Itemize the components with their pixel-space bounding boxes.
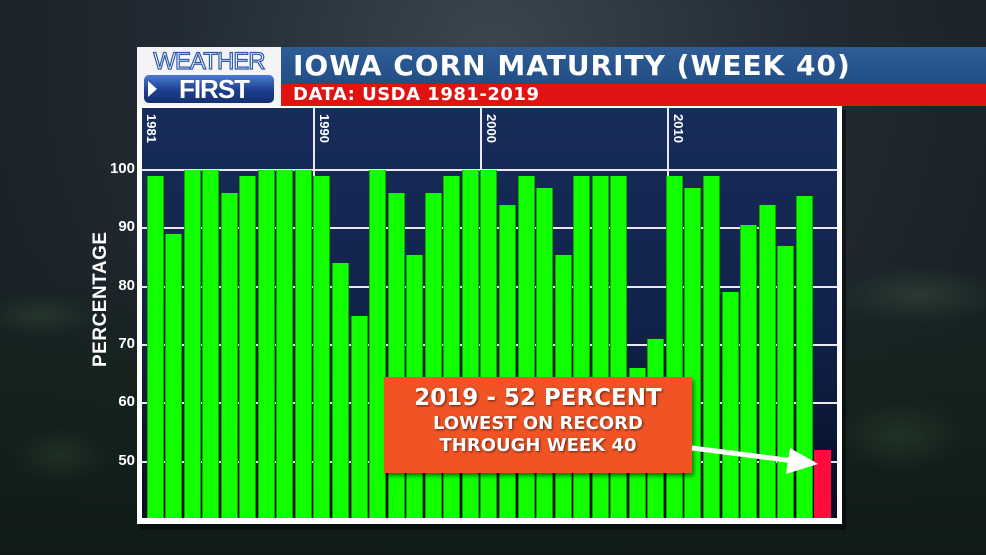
data-bar [183, 170, 201, 518]
callout-line-3: THROUGH WEEK 40 [439, 435, 637, 456]
chart-title: IOWA CORN MATURITY (WEEK 40) [293, 49, 851, 82]
logo-pill: FIRST [144, 73, 274, 104]
data-bar [758, 204, 776, 518]
data-bar [294, 170, 312, 518]
data-bar [202, 170, 220, 518]
weather-first-logo: WEATHER FIRST [137, 47, 281, 106]
data-bar [313, 175, 331, 518]
y-tick-100: 100 [109, 160, 135, 177]
data-bar [257, 170, 275, 518]
data-bar [165, 234, 183, 518]
data-bar [795, 196, 813, 518]
data-bar [332, 263, 349, 518]
annotation-callout: 2019 - 52 PERCENT LOWEST ON RECORD THROU… [384, 377, 692, 473]
logo-weather-text: WEATHER [153, 47, 266, 75]
data-bar [350, 315, 368, 518]
y-tick-80: 80 [118, 276, 135, 294]
chart-subtitle: DATA: USDA 1981-2019 [293, 84, 540, 105]
decade-label-2000: 2000 [484, 114, 499, 143]
data-bar [239, 175, 257, 518]
decade-label-1990: 1990 [317, 114, 332, 143]
y-tick-70: 70 [118, 334, 135, 352]
decade-label-1981: 1981 [144, 114, 159, 143]
decade-label-2010: 2010 [671, 114, 686, 143]
title-bar: IOWA CORN MATURITY (WEEK 40) [281, 47, 986, 84]
callout-headline: 2019 - 52 PERCENT [414, 385, 662, 411]
data-bar [146, 175, 164, 518]
subtitle-bar: DATA: USDA 1981-2019 [281, 84, 986, 106]
highlight-bar-2019 [814, 449, 832, 518]
callout-line-2: LOWEST ON RECORD [433, 413, 643, 434]
data-bar [740, 225, 758, 518]
data-bar [220, 193, 238, 518]
data-bar [276, 170, 294, 518]
data-bar [369, 170, 387, 518]
y-tick-90: 90 [118, 218, 135, 236]
data-bar [721, 292, 739, 518]
y-tick-50: 50 [118, 451, 135, 469]
logo-first-text: FIRST [178, 73, 250, 104]
play-chevron-icon [148, 80, 157, 97]
data-bar [703, 175, 720, 518]
arrow-icon [691, 445, 818, 474]
y-tick-60: 60 [118, 393, 135, 411]
